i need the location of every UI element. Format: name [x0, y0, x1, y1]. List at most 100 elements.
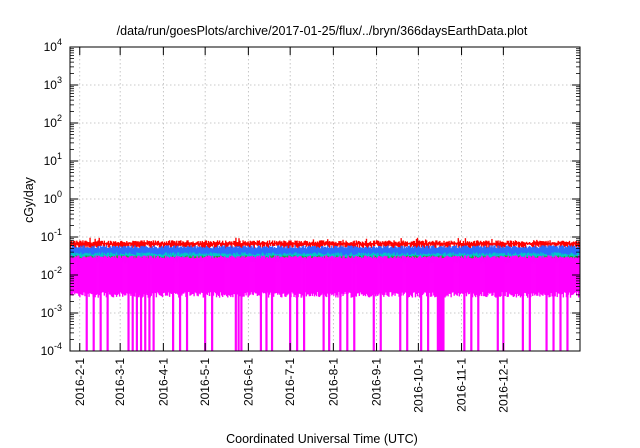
series-segment [79, 256, 81, 260]
series-segment [118, 242, 121, 247]
series-segment [428, 253, 430, 260]
series-segment [419, 247, 422, 258]
series-segment [466, 241, 469, 246]
x-tick-label: 2016-10-1 [411, 358, 425, 413]
series-segment [376, 254, 378, 260]
series-segment [289, 245, 291, 257]
series-segment [414, 256, 417, 298]
series-segment [185, 255, 187, 258]
series-segment [360, 243, 363, 247]
series-segment [536, 246, 538, 256]
series-segment [191, 257, 193, 295]
series-segment [296, 247, 298, 260]
series-segment [430, 248, 432, 257]
series-segment [181, 242, 183, 246]
series-segment [344, 247, 346, 257]
series-segment [549, 245, 551, 257]
series-segment [472, 258, 475, 294]
series-segment [236, 242, 238, 248]
series-segment [79, 247, 81, 259]
series-segment [423, 242, 426, 249]
series-segment [558, 253, 560, 260]
series-segment [415, 239, 418, 249]
series-segment [557, 240, 559, 246]
series-segment [87, 247, 89, 257]
series-segment [470, 258, 473, 294]
series-segment [220, 246, 223, 257]
series-segment [568, 254, 571, 261]
series-segment [561, 240, 564, 245]
series-segment [195, 242, 197, 245]
series-segment [422, 246, 425, 259]
series-segment [115, 246, 118, 256]
series-segment [338, 247, 340, 259]
series-segment [495, 258, 497, 298]
series-segment [111, 246, 114, 256]
series-segment [345, 258, 347, 294]
series-segment [441, 258, 443, 297]
series-segment [253, 240, 255, 249]
series-segment [167, 245, 170, 261]
series-segment [146, 240, 148, 246]
series-segment [468, 241, 471, 249]
series-segment [544, 257, 546, 295]
series-segment [391, 246, 393, 258]
series-segment [84, 247, 86, 257]
series-segment [520, 252, 523, 262]
series-segment [288, 255, 290, 294]
series-segment [237, 248, 239, 257]
series-segment [437, 256, 439, 297]
series-segment [402, 248, 404, 261]
series-segment [309, 255, 312, 297]
series-segment [107, 255, 110, 293]
series-segment [449, 242, 451, 248]
series-segment [548, 255, 550, 298]
series-segment [287, 242, 289, 249]
series-segment [112, 246, 115, 261]
series-segment [205, 245, 208, 259]
series-segment [249, 247, 251, 259]
series-segment [481, 255, 483, 297]
series-segment [479, 253, 481, 260]
series-segment [433, 245, 435, 260]
series-segment [194, 258, 196, 293]
series-segment [551, 252, 553, 262]
series-segment [114, 247, 117, 257]
series-segment [261, 241, 264, 249]
series-segment [234, 246, 236, 258]
series-segment [409, 242, 412, 248]
series-segment [334, 256, 336, 294]
series-segment [235, 237, 237, 249]
series-segment [135, 255, 137, 260]
series-segment [295, 255, 297, 298]
series-segment [433, 256, 435, 296]
series-segment [372, 245, 375, 256]
series-segment [156, 248, 159, 256]
series-segment [508, 256, 510, 259]
series-segment [162, 254, 165, 260]
series-segment [177, 245, 179, 258]
series-segment [226, 254, 228, 261]
series-segment [144, 255, 146, 296]
series-segment [83, 242, 85, 248]
series-segment [239, 240, 241, 250]
series-segment [516, 242, 519, 245]
series-segment [564, 241, 567, 247]
series-segment [270, 246, 273, 259]
series-segment [478, 241, 480, 250]
series-segment [309, 247, 312, 257]
series-segment [566, 254, 569, 261]
series-segment [129, 256, 131, 294]
series-segment [230, 245, 232, 257]
series-segment [441, 246, 443, 256]
series-segment [371, 247, 374, 258]
series-segment [570, 242, 573, 249]
series-segment [439, 256, 441, 293]
series-segment [335, 252, 337, 261]
series-segment [573, 245, 576, 261]
series-segment [177, 257, 179, 295]
series-segment [487, 247, 489, 257]
series-segment [527, 255, 530, 294]
series-segment [297, 243, 299, 250]
series-segment [110, 256, 113, 297]
